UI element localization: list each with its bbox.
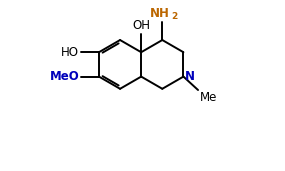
- Text: N: N: [185, 70, 196, 83]
- Text: NH: NH: [149, 7, 169, 20]
- Text: Me: Me: [200, 91, 217, 104]
- Text: 2: 2: [172, 12, 178, 21]
- Text: MeO: MeO: [50, 70, 79, 83]
- Text: HO: HO: [61, 46, 79, 59]
- Text: OH: OH: [132, 19, 150, 32]
